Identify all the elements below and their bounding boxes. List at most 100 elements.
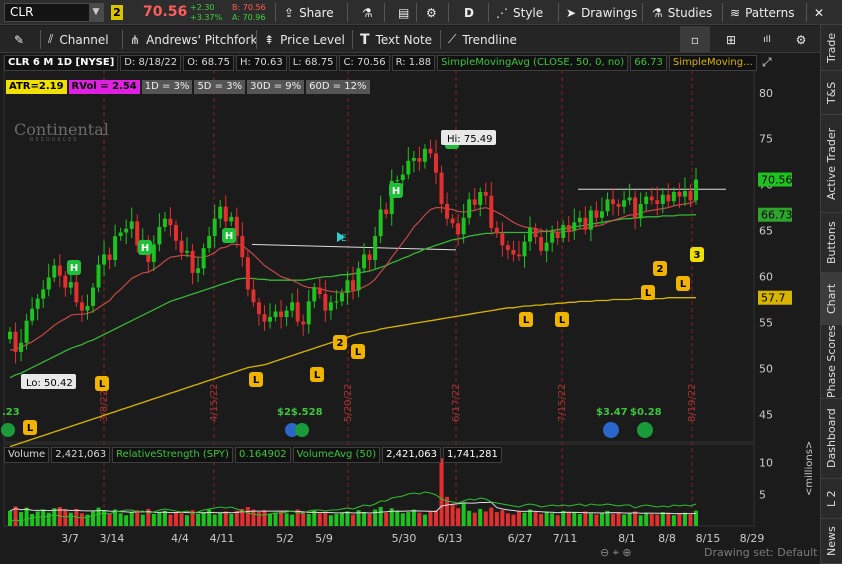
link-badge[interactable]: 2 (111, 5, 123, 20)
volume-bar (550, 513, 555, 526)
candle-body (63, 275, 68, 288)
low-marker-box (310, 367, 324, 382)
volume-bar (539, 513, 544, 526)
close-icon: ✕ (814, 5, 825, 20)
high-marker-label: H (70, 263, 78, 274)
candle-body (118, 232, 123, 237)
flask-button[interactable]: ⚗ (358, 0, 377, 25)
tool-price-level[interactable]: ⇞ Price Level (264, 26, 345, 53)
trendline-icon: ⟋ (448, 32, 457, 46)
candle-body (644, 196, 649, 204)
tab-trade[interactable]: Trade (821, 25, 842, 71)
volume-bar (406, 512, 411, 526)
tab-dashboard[interactable]: Dashboard (821, 399, 842, 479)
share-button[interactable]: ⇪ Share (280, 0, 338, 25)
tool-pitchfork[interactable]: ⋔ Andrews' Pitchfork (130, 26, 257, 53)
tab-time-and-sales[interactable]: T&S (821, 71, 842, 115)
grid-layout-button[interactable]: ⊞ (716, 26, 746, 53)
studies-button[interactable]: ⚗ Studies (648, 0, 716, 25)
rs-label[interactable]: RelativeStrength (SPY) (112, 447, 233, 463)
pin-button[interactable]: ✎ (14, 26, 24, 53)
low-marker-box (23, 420, 37, 435)
close-button[interactable]: ✕ (810, 0, 828, 25)
vavg-label[interactable]: VolumeAvg (50) (292, 447, 381, 463)
volume-bar (528, 509, 533, 526)
x-tick-label: 4/4 (171, 532, 189, 545)
patterns-button[interactable]: ≋ Patterns (726, 0, 799, 25)
tab-buttons[interactable]: Buttons (821, 213, 842, 273)
candle-body (207, 236, 212, 249)
symbol-dropdown-icon[interactable]: ▼ (89, 4, 103, 21)
style-button[interactable]: ⋰ Style (492, 0, 547, 25)
high-marker-label: H (141, 243, 149, 254)
chart-info-bar: CLR 6 M 1D [NYSE] D: 8/18/22 O: 68.75 H:… (4, 55, 757, 71)
tab-chart[interactable]: Chart (821, 273, 842, 325)
lo-callout-box (21, 374, 76, 389)
last-price-tag-label: 70.56 (761, 174, 793, 187)
volume-bar (13, 506, 18, 526)
candle-body (113, 236, 118, 261)
candle-body (550, 232, 555, 243)
price-chart[interactable]: 3/8/22 4/15/22 5/20/22 6/17/22 7/15/22 8/19/2… (0, 26, 820, 564)
candle-body (406, 160, 411, 175)
tab-news[interactable]: News (821, 519, 842, 564)
volume-bar (572, 512, 577, 526)
drawing-set-label[interactable]: Drawing set: Default (704, 546, 818, 559)
candle-body (301, 321, 306, 325)
symbol-input[interactable]: CLR ▼ (4, 3, 104, 22)
drawings-button[interactable]: ➤ Drawings (562, 0, 641, 25)
share-label: Share (299, 5, 334, 20)
tab-active-trader[interactable]: Active Trader (821, 115, 842, 213)
candle-body (251, 289, 256, 303)
high-marker-label: H (225, 231, 233, 242)
aggregation-button[interactable]: D (460, 0, 478, 25)
bars-button[interactable]: ıIl (752, 26, 782, 53)
tool-text-note[interactable]: T Text Note (360, 26, 432, 53)
candle-body (395, 180, 400, 182)
top-toolbar: CLR ▼ 2 70.56 +2.30 +3.37% B: 70.56 A: 70… (0, 0, 842, 25)
candle-body (223, 206, 228, 222)
candle-body (539, 237, 544, 251)
tab-level2[interactable]: L 2 (821, 479, 842, 519)
candle-body (290, 302, 295, 311)
volume-bar (306, 513, 311, 526)
tool-channel[interactable]: ⫽ Channel (48, 26, 109, 53)
zoom-out-icon[interactable]: ⊖ (600, 546, 610, 559)
style-icon: ⋰ (496, 5, 508, 20)
sma200-label[interactable]: SimpleMoving... (668, 55, 757, 71)
tab-phase-scores[interactable]: Phase Scores (821, 325, 842, 399)
candle-body (107, 254, 112, 261)
low-marker-label: L (99, 379, 106, 390)
candle-body (46, 277, 51, 290)
tool-trendline[interactable]: ⟋ Trendline (448, 26, 517, 53)
candle-body (129, 221, 134, 229)
candle-body (345, 280, 350, 294)
settings-button[interactable]: ⚙ (422, 0, 441, 25)
print-button[interactable]: ▤ (394, 0, 413, 25)
crosshair-icon[interactable]: ⌖ (612, 546, 619, 559)
volume-bar (682, 512, 687, 526)
expand-icon[interactable]: ⤢ (762, 55, 772, 69)
count-marker-label: 3 (694, 250, 701, 261)
change-30d-badge: 30D = 9% (247, 80, 305, 94)
volume-bar (533, 512, 538, 526)
candle-body (494, 227, 499, 234)
zoom-in-icon[interactable]: ⊕ (622, 546, 632, 559)
change-1d-badge: 1D = 3% (141, 80, 193, 94)
volume-bar (240, 508, 245, 526)
candle-body (616, 203, 621, 207)
high-marker-box (67, 260, 81, 275)
single-layout-button[interactable]: ▫ (680, 26, 710, 53)
dividend-label-partial: .23 (2, 407, 20, 418)
bid-value: B: 70.56 (232, 3, 266, 12)
sma50-label[interactable]: SimpleMovingAvg (CLOSE, 50, 0, no) (437, 55, 629, 71)
volume-bar (30, 513, 35, 526)
earnings-value-label: $3.47 (596, 407, 628, 418)
info-high: H: 70.63 (235, 55, 287, 71)
volume-bar (500, 510, 505, 526)
candle-body (450, 218, 455, 224)
chart-settings-button[interactable]: ⚙ (788, 26, 814, 53)
candle-body (57, 265, 62, 276)
volume-bar (295, 509, 300, 526)
candle-body (483, 192, 488, 196)
